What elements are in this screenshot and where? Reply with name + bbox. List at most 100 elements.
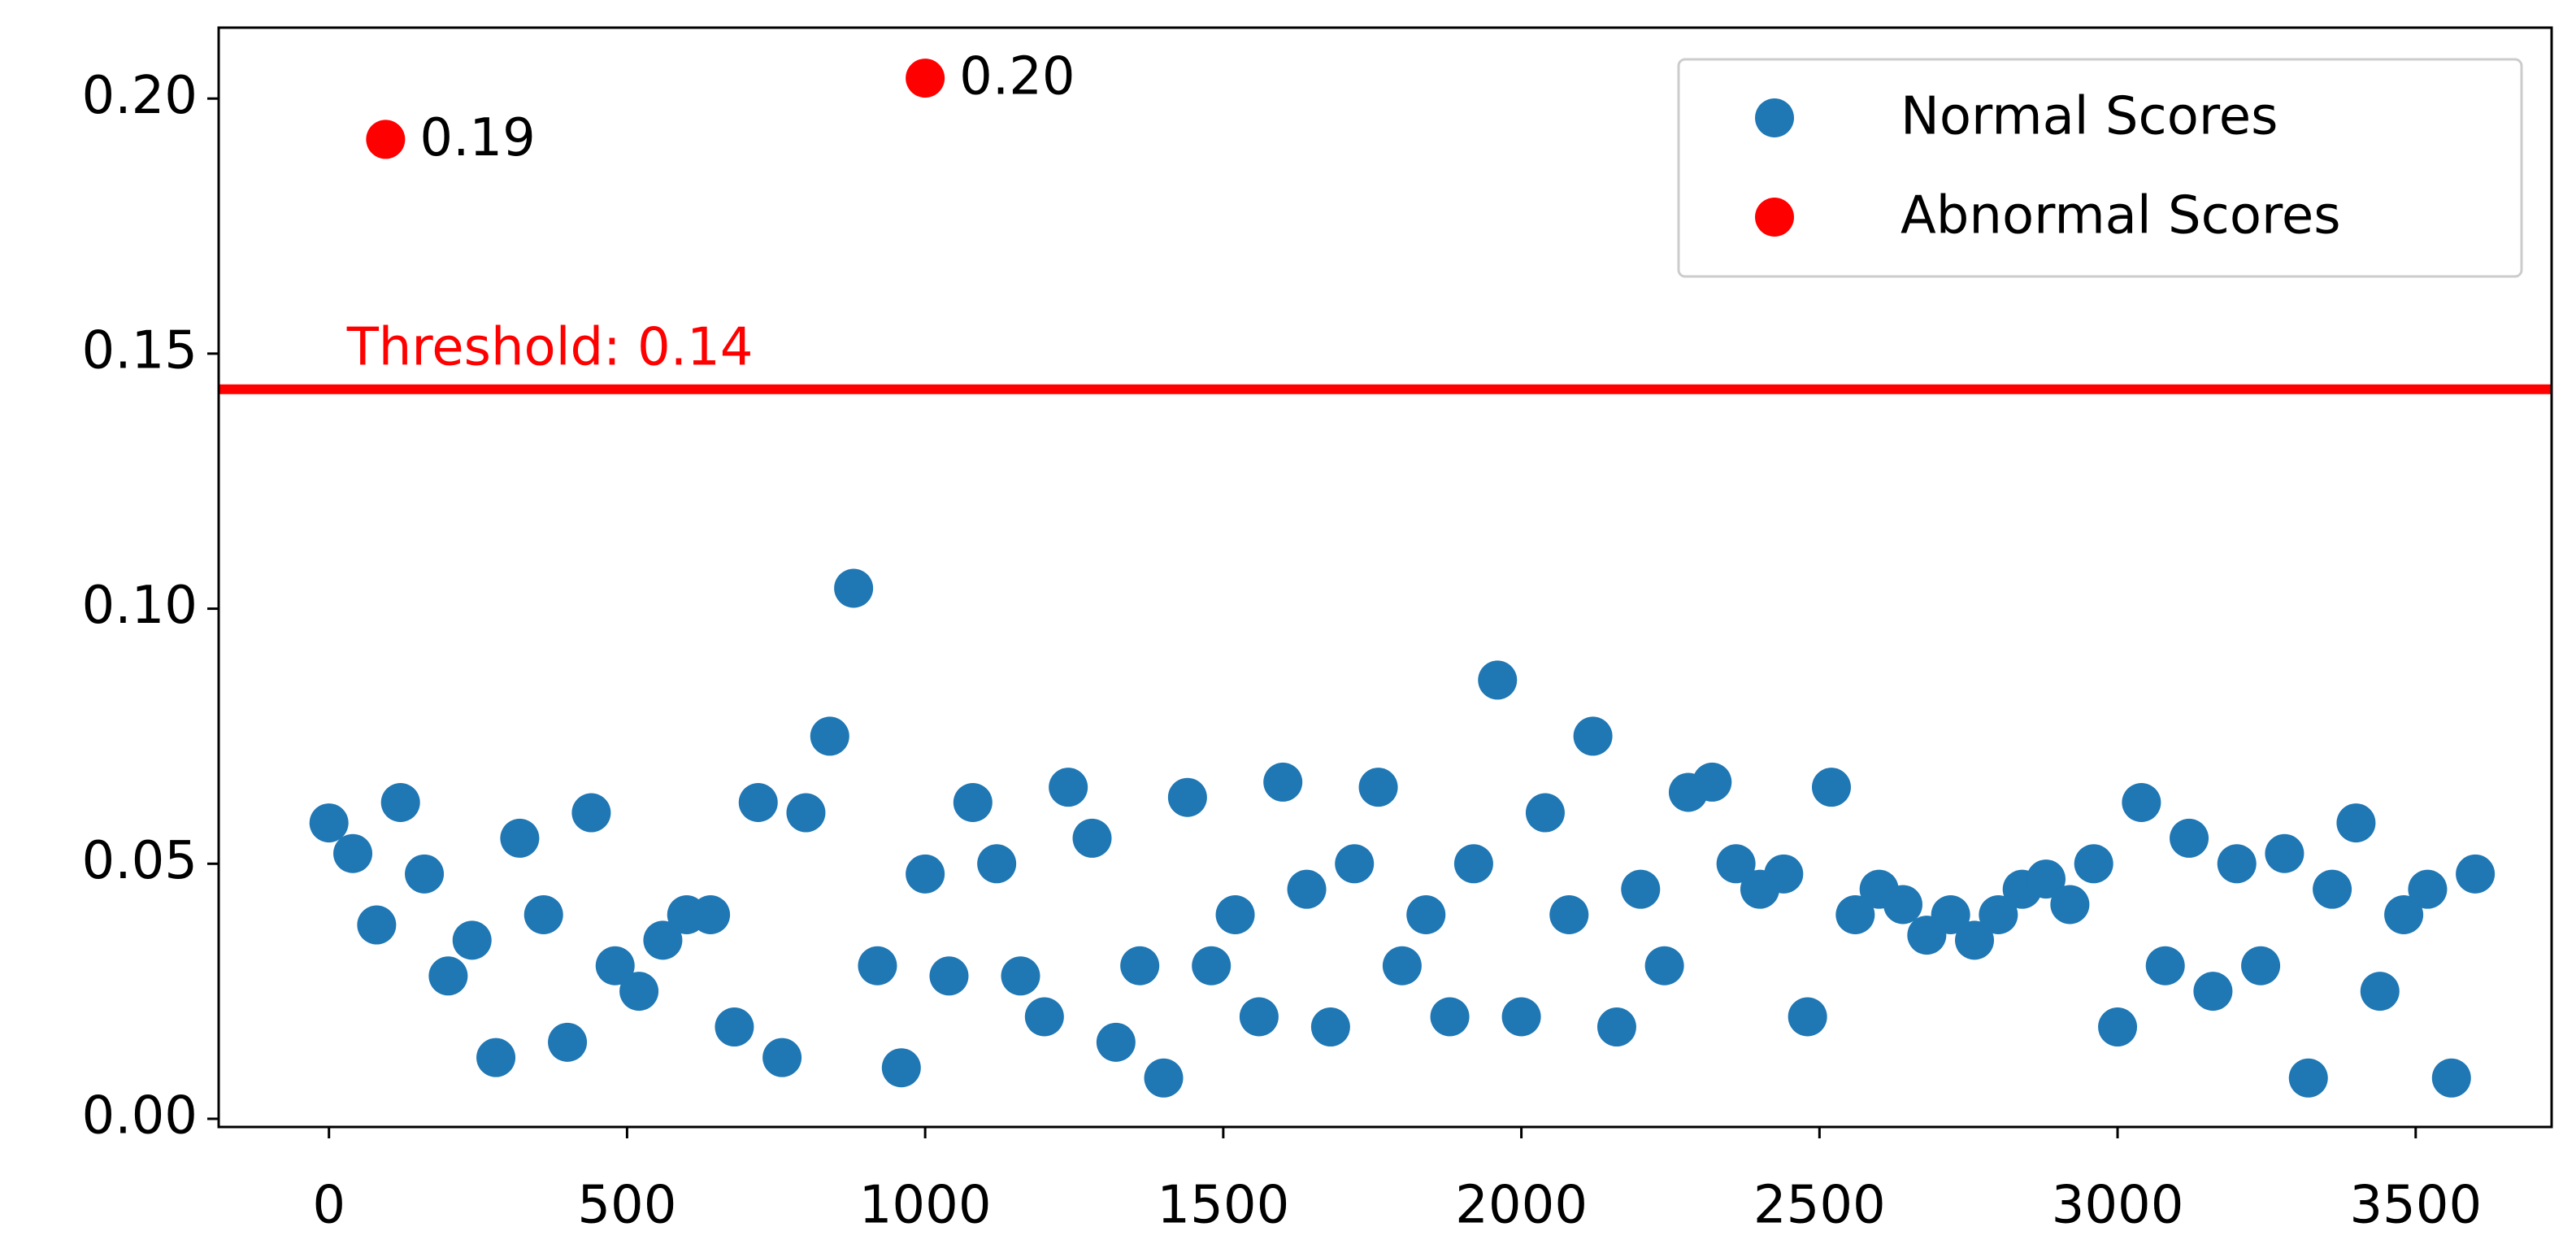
point [1120, 946, 1160, 985]
point [1692, 762, 1732, 802]
point [548, 1022, 588, 1062]
point [2074, 844, 2113, 884]
x-tick-label: 2500 [1753, 1176, 1886, 1236]
point [2050, 885, 2090, 925]
point [366, 120, 406, 159]
point [309, 803, 349, 843]
point [1453, 844, 1493, 884]
point [2313, 869, 2352, 909]
point [2145, 946, 2185, 985]
y-tick-label: 0.05 [82, 831, 198, 891]
data-label: 0.20 [959, 47, 1075, 107]
point [1144, 1058, 1184, 1098]
point [2170, 818, 2209, 858]
y-tick-label: 0.15 [82, 320, 198, 381]
point [1835, 895, 1875, 935]
point [1716, 844, 1756, 884]
point [619, 972, 659, 1012]
point [2360, 972, 2400, 1012]
point [1979, 895, 2018, 935]
legend-box [1677, 58, 2523, 278]
point [500, 818, 540, 858]
point [1358, 768, 1398, 807]
point [691, 895, 731, 935]
point [643, 920, 683, 960]
point [357, 905, 397, 945]
point [428, 956, 468, 996]
y-tick-label: 0.10 [82, 576, 198, 636]
point [858, 946, 897, 985]
point [2098, 1007, 2138, 1047]
point [1263, 762, 1303, 802]
point [2217, 844, 2257, 884]
point [405, 854, 445, 894]
point [2456, 854, 2496, 894]
point [929, 956, 969, 996]
point [595, 946, 635, 985]
point [1001, 956, 1040, 996]
point [1024, 997, 1064, 1037]
legend-marker [1755, 98, 1794, 137]
point [2431, 1058, 2471, 1098]
point [1049, 768, 1088, 807]
point [1072, 818, 1112, 858]
point [1215, 895, 1255, 935]
point [953, 782, 993, 822]
point [2026, 859, 2066, 899]
point [881, 1048, 921, 1088]
point [523, 895, 563, 935]
point [906, 59, 945, 98]
point [1811, 768, 1851, 807]
point [452, 920, 492, 960]
point [715, 1007, 754, 1047]
point [2122, 782, 2161, 822]
point [1382, 946, 1422, 985]
point [2288, 1058, 2328, 1098]
point [1478, 660, 1518, 700]
x-tick-label: 500 [577, 1176, 676, 1236]
point [1644, 946, 1684, 985]
legend-label: Normal Scores [1901, 87, 2278, 147]
point [2241, 946, 2281, 985]
point [2408, 869, 2448, 909]
point [1788, 997, 1827, 1037]
legend-marker [1755, 198, 1794, 237]
point [1167, 777, 1207, 817]
point [1406, 895, 1446, 935]
point [1287, 869, 1327, 909]
point [1955, 920, 1995, 960]
point [738, 782, 778, 822]
point [1596, 1007, 1636, 1047]
point [1430, 997, 1470, 1037]
point [1573, 716, 1613, 756]
point [1239, 997, 1279, 1037]
point [810, 716, 849, 756]
point [571, 793, 611, 833]
point [1525, 793, 1565, 833]
threshold-label: Threshold: 0.14 [346, 317, 754, 377]
y-tick-label: 0.20 [82, 66, 198, 126]
point [1310, 1007, 1350, 1047]
x-tick-label: 2000 [1455, 1176, 1588, 1236]
point [2265, 833, 2304, 873]
x-tick-label: 1000 [859, 1176, 992, 1236]
point [1335, 844, 1375, 884]
data-label: 0.19 [419, 108, 536, 168]
point [476, 1038, 516, 1077]
point [1931, 895, 1970, 935]
point [834, 568, 874, 608]
point [1883, 885, 1923, 925]
point [1621, 869, 1661, 909]
point [1192, 946, 1232, 985]
x-tick-label: 3500 [2349, 1176, 2482, 1236]
point [906, 854, 945, 894]
point [786, 793, 826, 833]
x-tick-label: 0 [312, 1176, 345, 1236]
point [2384, 895, 2424, 935]
point [2336, 803, 2376, 843]
point [333, 833, 373, 873]
point [1764, 854, 1804, 894]
point [380, 782, 420, 822]
point [2193, 972, 2233, 1012]
